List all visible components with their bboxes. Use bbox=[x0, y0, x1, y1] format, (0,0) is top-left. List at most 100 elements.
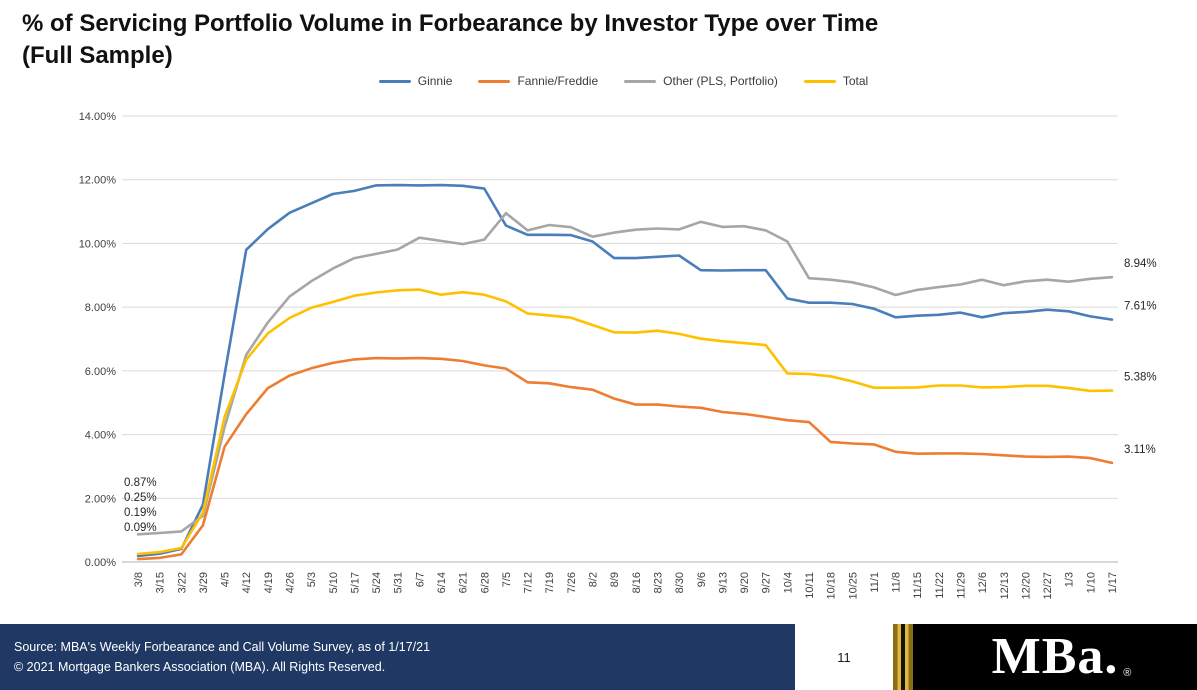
x-tick-label: 1/10 bbox=[1085, 572, 1097, 593]
series-fannie-freddie: 3.11% bbox=[136, 356, 1156, 561]
page-number: 11 bbox=[837, 649, 851, 665]
footer-logo-block: MBa. ® bbox=[913, 624, 1197, 690]
gridlines: 0.00% 2.00% 4.00% 6.00% 8.00% 10.00% 12.00% 14.… bbox=[79, 111, 1118, 569]
x-tick-label: 12/13 bbox=[999, 572, 1011, 600]
registered-mark-icon: ® bbox=[1123, 667, 1133, 679]
forbearance-chart: 0.00% 2.00% 4.00% 6.00% 8.00% 10.00% 12.00% 14.… bbox=[0, 100, 1197, 620]
x-tick-label: 4/26 bbox=[285, 572, 297, 593]
x-tick-label: 10/4 bbox=[782, 572, 794, 593]
x-tick-label: 4/5 bbox=[220, 572, 232, 587]
title-line-1: % of Servicing Portfolio Volume in Forbe… bbox=[22, 10, 879, 37]
x-tick-label: 4/12 bbox=[241, 572, 253, 593]
x-tick-label: 7/12 bbox=[523, 572, 535, 593]
legend-label: Ginnie bbox=[417, 74, 453, 88]
x-tick-label: 5/3 bbox=[306, 572, 318, 587]
x-tick-label: 1/17 bbox=[1107, 572, 1119, 593]
end-value-label-fannie-freddie: 3.11% bbox=[1124, 444, 1156, 456]
x-axis-labels: 3/8 3/15 3/22 3/29 4/5 4/12 4/19 4/26 5/3 5/10 5/1… bbox=[133, 572, 1119, 600]
x-tick-label: 12/27 bbox=[1042, 572, 1054, 600]
y-tick-label: 10.00% bbox=[79, 238, 117, 250]
x-tick-label: 11/15 bbox=[912, 572, 924, 599]
x-tick-label: 3/15 bbox=[155, 572, 167, 593]
end-value-label-other-pls-portfolio: 8.94% bbox=[1124, 258, 1157, 270]
title-line-2: (Full Sample) bbox=[22, 42, 173, 70]
legend-label: Total bbox=[842, 74, 869, 88]
start-value-labels: 0.87% 0.25% 0.19% 0.09% bbox=[124, 477, 157, 534]
x-tick-label: 6/28 bbox=[479, 572, 491, 593]
gold-divider bbox=[893, 624, 913, 690]
x-tick-label: 4/19 bbox=[263, 572, 275, 593]
x-tick-label: 3/8 bbox=[133, 572, 145, 587]
legend-label: Other (PLS, Portfolio) bbox=[663, 74, 778, 88]
x-tick-label: 6/14 bbox=[436, 572, 448, 593]
x-tick-label: 10/25 bbox=[847, 572, 859, 600]
x-tick-label: 5/10 bbox=[328, 572, 340, 593]
start-value-label: 0.19% bbox=[124, 507, 157, 519]
x-tick-label: 12/6 bbox=[977, 572, 989, 593]
footer: Source: MBA's Weekly Forbearance and Cal… bbox=[0, 624, 1197, 690]
x-tick-label: 9/20 bbox=[739, 572, 751, 593]
legend-line-swatch bbox=[624, 79, 657, 83]
series-line-total bbox=[136, 288, 1114, 556]
x-tick-label: 5/31 bbox=[393, 572, 405, 593]
start-value-label: 0.25% bbox=[124, 492, 157, 504]
x-tick-label: 8/30 bbox=[674, 572, 686, 593]
page-title: % of Servicing Portfolio Volume in Forbe… bbox=[22, 8, 1182, 73]
end-value-label-ginnie: 7.61% bbox=[1124, 301, 1157, 313]
y-tick-label: 14.00% bbox=[79, 111, 117, 123]
x-tick-label: 10/18 bbox=[826, 572, 838, 600]
start-value-label: 0.87% bbox=[124, 477, 157, 489]
mba-logo: MBa. ® bbox=[991, 628, 1132, 685]
x-tick-label: 7/19 bbox=[544, 572, 556, 593]
x-tick-label: 8/16 bbox=[631, 572, 643, 593]
x-tick-label: 1/3 bbox=[1064, 572, 1076, 587]
x-tick-label: 11/1 bbox=[869, 572, 881, 593]
legend-item: Fannie/Freddie bbox=[478, 74, 598, 88]
y-tick-label: 4.00% bbox=[85, 430, 116, 442]
end-value-label-total: 5.38% bbox=[1124, 372, 1157, 384]
legend-label: Fannie/Freddie bbox=[517, 74, 599, 88]
legend-item: Ginnie bbox=[378, 74, 453, 88]
legend-item: Other (PLS, Portfolio) bbox=[624, 74, 778, 88]
legend-line-swatch bbox=[803, 79, 836, 83]
series-other-pls-portfolio: 8.94% bbox=[136, 211, 1157, 536]
y-tick-label: 8.00% bbox=[85, 302, 116, 314]
x-tick-label: 10/11 bbox=[804, 572, 816, 599]
legend-line-swatch bbox=[378, 79, 411, 83]
legend: Ginnie Fannie/Freddie Other (PLS, Portfoli… bbox=[0, 74, 1197, 88]
x-tick-label: 5/17 bbox=[349, 572, 361, 593]
mba-logo-text: MBa. bbox=[991, 628, 1119, 685]
x-tick-label: 6/7 bbox=[414, 572, 426, 587]
y-tick-label: 2.00% bbox=[85, 493, 116, 505]
footer-source-line-2: © 2021 Mortgage Bankers Association (MBA… bbox=[14, 660, 386, 674]
legend-line-swatch bbox=[478, 79, 511, 83]
x-tick-label: 8/2 bbox=[588, 572, 600, 587]
page-number-block: 11 bbox=[795, 624, 893, 690]
series-ginnie: 7.61% bbox=[136, 183, 1157, 558]
x-tick-label: 8/23 bbox=[652, 572, 664, 593]
x-tick-label: 3/29 bbox=[198, 572, 210, 593]
x-tick-label: 12/20 bbox=[1020, 572, 1032, 600]
x-tick-label: 5/24 bbox=[371, 572, 383, 593]
x-tick-label: 3/22 bbox=[176, 572, 188, 593]
footer-source-block: Source: MBA's Weekly Forbearance and Cal… bbox=[0, 624, 795, 690]
series-line-other-pls-portfolio bbox=[136, 211, 1114, 536]
x-tick-label: 9/6 bbox=[696, 572, 708, 587]
series-total: 5.38% bbox=[136, 288, 1157, 556]
x-tick-label: 9/13 bbox=[717, 572, 729, 593]
x-tick-label: 11/22 bbox=[934, 572, 946, 599]
x-tick-label: 6/21 bbox=[458, 572, 470, 593]
x-tick-label: 7/5 bbox=[501, 572, 513, 587]
x-tick-label: 7/26 bbox=[566, 572, 578, 593]
x-tick-label: 9/27 bbox=[761, 572, 773, 593]
series-line-ginnie bbox=[136, 183, 1114, 558]
y-tick-label: 0.00% bbox=[85, 557, 116, 569]
start-value-label: 0.09% bbox=[124, 522, 157, 534]
series-line-fannie-freddie bbox=[136, 356, 1114, 561]
forbearance-chart-svg: 0.00% 2.00% 4.00% 6.00% 8.00% 10.00% 12.00% 14.… bbox=[79, 111, 1157, 600]
y-tick-label: 6.00% bbox=[85, 366, 116, 378]
y-tick-label: 12.00% bbox=[79, 175, 117, 187]
footer-source-line-1: Source: MBA's Weekly Forbearance and Cal… bbox=[14, 640, 431, 654]
x-tick-label: 8/9 bbox=[609, 572, 621, 587]
